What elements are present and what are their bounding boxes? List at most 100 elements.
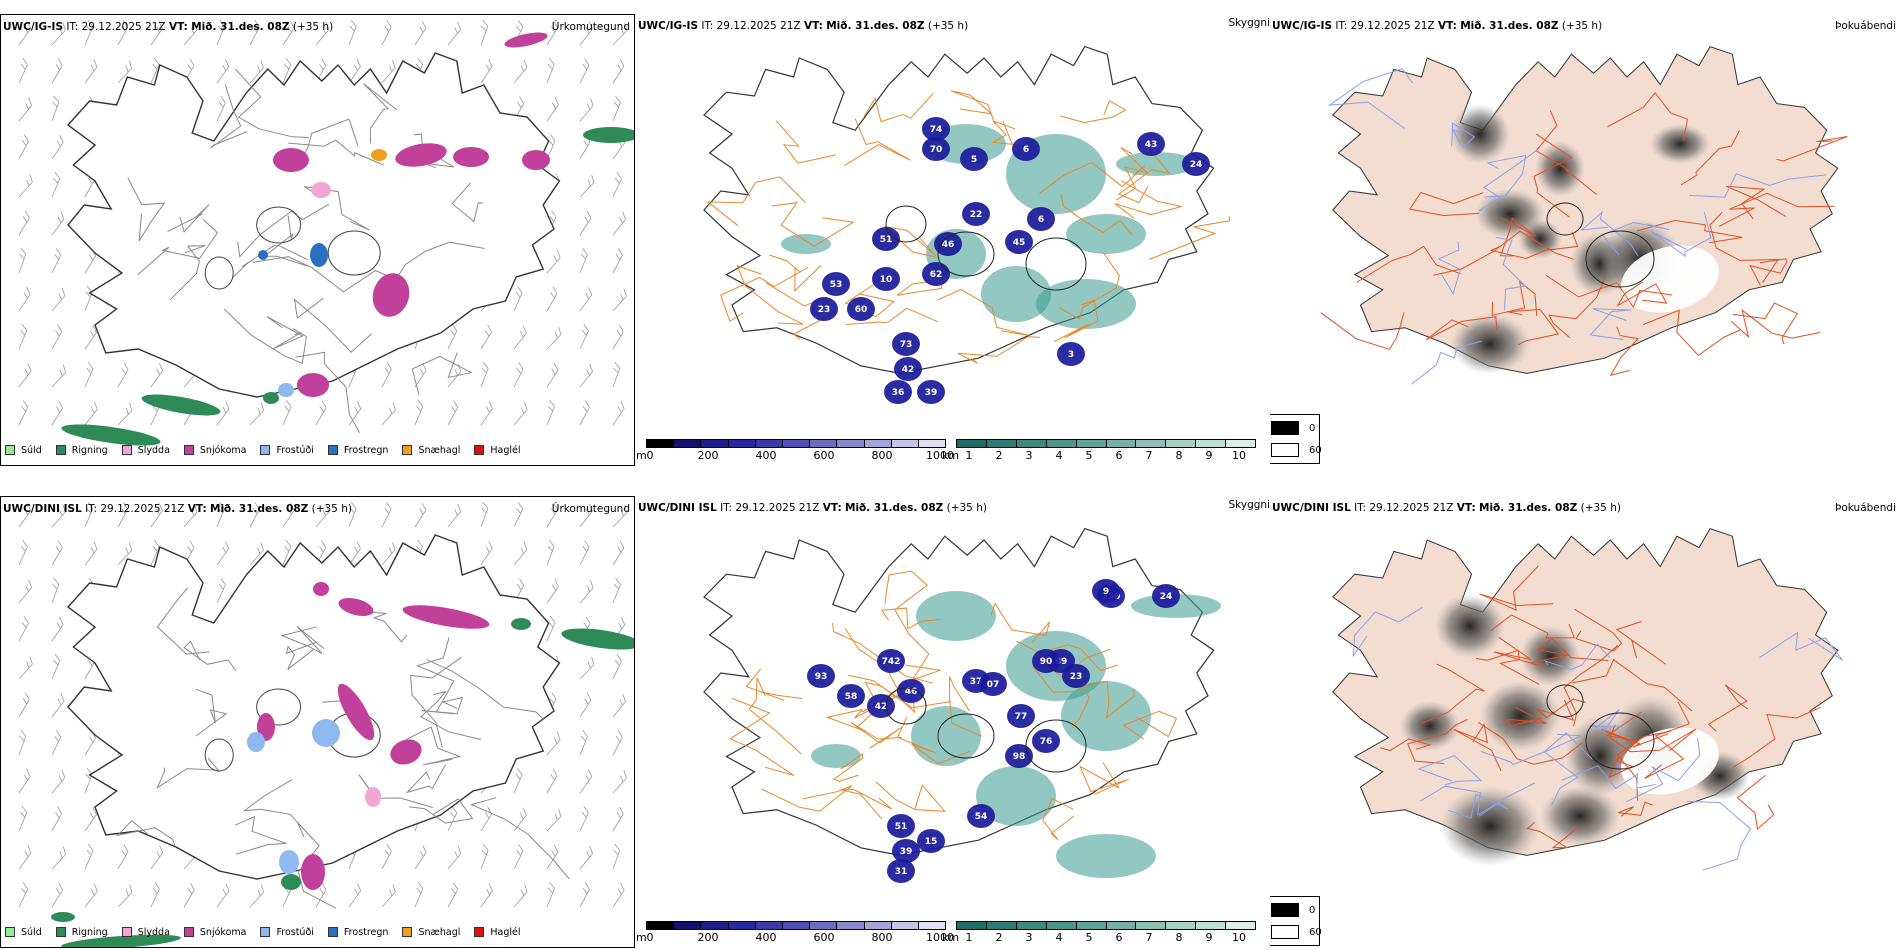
legend-swatch (474, 927, 485, 937)
model-name: UWC/IG-IS (638, 20, 699, 32)
fog-legend-label: 0 (1309, 904, 1316, 916)
lead-time: (+35 h) (927, 20, 969, 32)
legend-item-0: Súld (5, 927, 42, 938)
ceiling-panel-top: UWC/IG-IS IT: 29.12.2025 21Z VT: Mið. 31… (636, 14, 1270, 466)
legend-label: Frostúði (276, 926, 314, 938)
panel-header: UWC/IG-IS IT: 29.12.2025 21Z VT: Mið. 31… (3, 21, 333, 33)
lead-time: (+35 h) (946, 502, 987, 514)
ceiling-tick: 800 (871, 449, 893, 462)
model-name: UWC/IG-IS (3, 21, 64, 33)
ceiling-colorbar: m 0 200 400 600 800 1000 km 1 2 3 4 5 6 7 8 9 10 (636, 439, 1270, 464)
it-label: IT: (85, 503, 98, 515)
legend-item-6: Snæhagl (402, 927, 460, 938)
precip-panel-bottom: UWC/DINI ISL IT: 29.12.2025 21Z VT: Mið.… (0, 496, 635, 948)
vt-label: VT: (803, 20, 823, 32)
lead-time: (+35 h) (311, 503, 352, 515)
visibility-tick: 8 (1175, 449, 1183, 462)
it-label: IT: (1354, 502, 1367, 514)
panel-header: UWC/DINI ISL IT: 29.12.2025 21Z VT: Mið.… (3, 503, 352, 515)
ceiling-colorbar: m 0 200 400 600 800 1000 km 1 2 3 4 5 6 7 8 9 10 (636, 921, 1270, 946)
fog-legend-label: 60 (1309, 926, 1322, 938)
ceiling-value-label: 5 (971, 155, 977, 165)
panel-title: Skyggni (1228, 499, 1271, 511)
vt-value: Mið. 31.des. 08Z (1460, 20, 1559, 32)
ceiling-value-label: 23 (1070, 672, 1083, 682)
ceiling-value-label: 39 (900, 847, 913, 857)
ceiling-value-label: 15 (925, 837, 938, 847)
legend-label: Rigning (71, 926, 108, 938)
fog-legend-row: 60 (1271, 925, 1322, 939)
legend-swatch (55, 927, 66, 937)
ceiling-tick: 800 (871, 931, 893, 944)
ceiling-tick: 600 (813, 449, 835, 462)
panel-header: UWC/IG-IS IT: 29.12.2025 21Z VT: Mið. 31… (638, 20, 968, 32)
vt-label: VT: (1437, 20, 1457, 32)
visibility-tick: 7 (1145, 449, 1153, 462)
fog-legend: 0 60 (1270, 896, 1322, 946)
ceiling-value-label: 70 (930, 145, 943, 155)
legend-item-4: Frostúði (260, 445, 314, 456)
visibility-tick: 3 (1025, 931, 1033, 944)
ceiling-tick: 200 (697, 449, 719, 462)
fog-legend-row: 0 (1271, 903, 1315, 917)
ceiling-value-label: 45 (1013, 238, 1026, 248)
legend-swatch (121, 927, 132, 937)
ceiling-value-label: 742 (882, 657, 901, 667)
vt-value: Mið. 31.des. 08Z (826, 20, 925, 32)
vt-value: Mið. 31.des. 08Z (210, 503, 309, 515)
lead-time: (+35 h) (292, 21, 334, 33)
precip-map (18, 501, 634, 947)
panel-header: UWC/DINI ISL IT: 29.12.2025 21Z VT: Mið.… (638, 502, 987, 514)
it-value: 29.12.2025 21Z (716, 20, 801, 32)
panel-header: UWC/IG-IS IT: 29.12.2025 21Z VT: Mið. 31… (1272, 20, 1602, 32)
fog-map (1320, 45, 1848, 385)
ceiling-tick: 400 (755, 931, 777, 944)
precip-panel-top: UWC/IG-IS IT: 29.12.2025 21Z VT: Mið. 31… (0, 14, 635, 466)
ceiling-value-label: 77 (1015, 712, 1028, 722)
visibility-tick: 2 (995, 449, 1003, 462)
ceiling-value-label: 90 (1040, 657, 1053, 667)
legend-item-5: Frostregn (327, 445, 388, 456)
legend-item-7: Haglél (474, 445, 521, 456)
vt-label: VT: (168, 21, 188, 33)
ceiling-value-label: 9 (1103, 587, 1109, 597)
visibility-tick: 9 (1205, 449, 1213, 462)
legend-item-6: Snæhagl (402, 445, 460, 456)
legend-label: Snjókoma (199, 444, 247, 456)
legend-swatch (402, 445, 413, 455)
fog-swatch (1271, 421, 1299, 435)
visibility-tick: 3 (1025, 449, 1033, 462)
visibility-bar (956, 921, 1256, 930)
legend-item-0: Súld (5, 445, 42, 456)
visibility-tick: 1 (965, 449, 973, 462)
ceiling-value-label: 37 (970, 677, 983, 687)
visibility-tick: 9 (1205, 931, 1213, 944)
visibility-tick: 10 (1232, 931, 1246, 944)
legend-swatch (121, 445, 132, 455)
visibility-unit: km (942, 931, 960, 944)
vt-label: VT: (1456, 502, 1476, 514)
legend-item-2: Slydda (121, 444, 170, 456)
ceiling-bar (646, 921, 946, 930)
ceiling-unit: m (636, 931, 647, 944)
ceiling-value-label: 6 (1038, 215, 1044, 225)
ceiling-value-label: 39 (925, 388, 938, 398)
ceiling-value-label: 51 (880, 235, 893, 245)
ceiling-value-label: 60 (855, 305, 868, 315)
ceiling-value-label: 62 (930, 270, 943, 280)
visibility-tick: 1 (965, 931, 973, 944)
model-name: UWC/DINI ISL (1272, 502, 1351, 514)
ceiling-value-label: 42 (875, 702, 888, 712)
ceiling-tick: 600 (813, 931, 835, 944)
ceiling-tick: 400 (755, 449, 777, 462)
panel-title: Þokuábendi (1835, 502, 1896, 514)
fog-legend-row: 0 (1271, 421, 1315, 435)
legend-swatch (183, 927, 194, 937)
legend-label: Slydda (137, 444, 170, 456)
ceiling-value-label: 46 (942, 240, 955, 250)
ceiling-value-label: 89 (1055, 657, 1068, 667)
legend-swatch (402, 927, 413, 937)
visibility-tick: 2 (995, 931, 1003, 944)
ceiling-tick: 200 (697, 931, 719, 944)
ceiling-panel-bottom: UWC/DINI ISL IT: 29.12.2025 21Z VT: Mið.… (636, 496, 1270, 948)
